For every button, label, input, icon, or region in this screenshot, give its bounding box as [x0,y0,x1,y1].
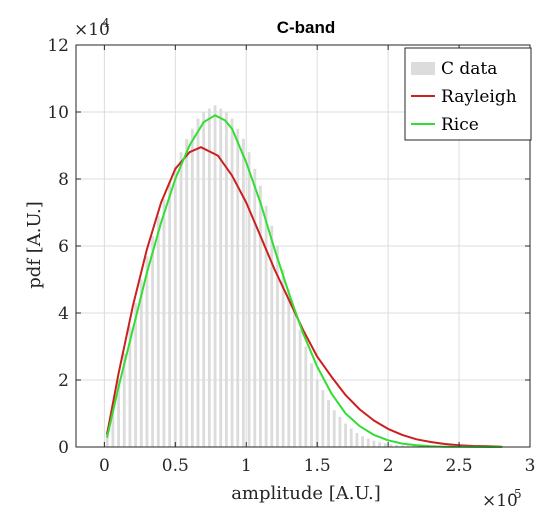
histogram-bar [128,326,132,447]
legend: C data Rayleigh Rice [404,47,532,141]
y-exponent: ×10 4 [74,16,110,40]
x-axis-label: amplitude [A.U.] [231,483,381,504]
histogram-bar [389,444,393,447]
series-line-rayleigh [106,146,503,448]
histogram-bar [264,205,268,447]
chart-title: C-band [277,18,336,37]
histogram-bar [185,138,189,448]
histogram-bar [230,118,234,447]
histogram-bar [134,302,138,447]
histogram-bar [372,440,376,447]
x-exponent-base: ×10 [482,491,518,511]
legend-swatch-c-data [411,62,435,75]
histogram-bar [253,168,257,447]
histogram-bar [395,444,399,447]
histogram-bar [366,438,370,447]
histogram-bar [338,416,342,447]
histogram-bar [224,112,228,447]
histogram-bar [241,138,245,448]
histogram-bar [400,445,404,447]
histogram-bar [355,432,359,447]
histogram-bar [332,410,336,447]
histogram-bar [117,380,120,447]
histogram-bar [378,442,382,447]
x-exponent-power: -5 [510,487,522,501]
histogram-bar [298,329,302,447]
histogram-bar [361,436,365,447]
y-tick-label: 0 [58,438,69,458]
x-exponent: ×10 -5 [482,487,522,511]
y-tick-label: 10 [47,103,69,123]
histogram-bar [219,108,223,448]
histogram-bar [139,279,143,447]
x-tick-label: 2 [383,456,394,476]
histogram-bar [327,400,330,447]
histogram-bar [236,128,240,447]
histogram-bar [156,215,160,447]
histogram-bar [321,390,325,447]
axes: 0 0.5 1 1.5 2 2.5 3 0 2 4 6 8 10 12 [47,36,535,476]
y-tick-label: 8 [58,170,69,190]
histogram-bar [406,445,410,447]
x-tick-label: 1.5 [304,456,331,476]
fit-lines [106,114,503,448]
histogram-bar [383,443,387,447]
histogram-bar [105,430,109,447]
y-exponent-power: 4 [102,16,110,30]
histogram-bar [259,185,262,447]
histogram-bar [196,118,200,447]
legend-label-rice: Rice [441,115,479,135]
histogram-bar [207,108,211,448]
histogram-bar [151,235,155,447]
histogram-bar [304,346,308,447]
histogram-bar [349,428,353,447]
histogram-bar [310,363,313,447]
histogram-bar [293,309,296,447]
y-tick-label: 2 [58,371,69,391]
histogram-bar [276,246,279,447]
histogram-bar [162,199,166,447]
histogram-bar [122,353,126,447]
histogram-bar [247,152,251,447]
histogram-bar [213,105,217,448]
x-tick-label: 2.5 [446,456,473,476]
y-tick-label: 4 [58,304,69,324]
histogram-bar [412,445,416,447]
y-axis-label: pdf [A.U.] [24,201,45,288]
x-tick-label: 0 [99,456,110,476]
x-tick-label: 0.5 [162,456,189,476]
histogram-bar [270,225,274,447]
histogram-bar [111,403,115,447]
y-tick-label: 12 [47,36,69,56]
x-tick-label: 1 [241,456,252,476]
histogram-bar [168,182,172,447]
histogram-bar [145,256,149,447]
histogram-bar [344,423,347,447]
histogram-bar [287,289,291,447]
histogram-bar [179,152,183,447]
x-tick-label: 3 [525,456,536,476]
series-line-rice [106,114,503,448]
histogram-bar [315,380,319,447]
histogram-bar [281,269,285,447]
y-tick-label: 6 [58,237,69,257]
histogram-bar [202,112,206,447]
histogram-bars [105,105,506,448]
legend-label-rayleigh: Rayleigh [441,87,517,107]
histogram-bar [190,128,194,447]
y-exponent-base: ×10 [74,20,110,40]
legend-label-c-data: C data [441,59,497,79]
histogram-bar [173,165,177,447]
